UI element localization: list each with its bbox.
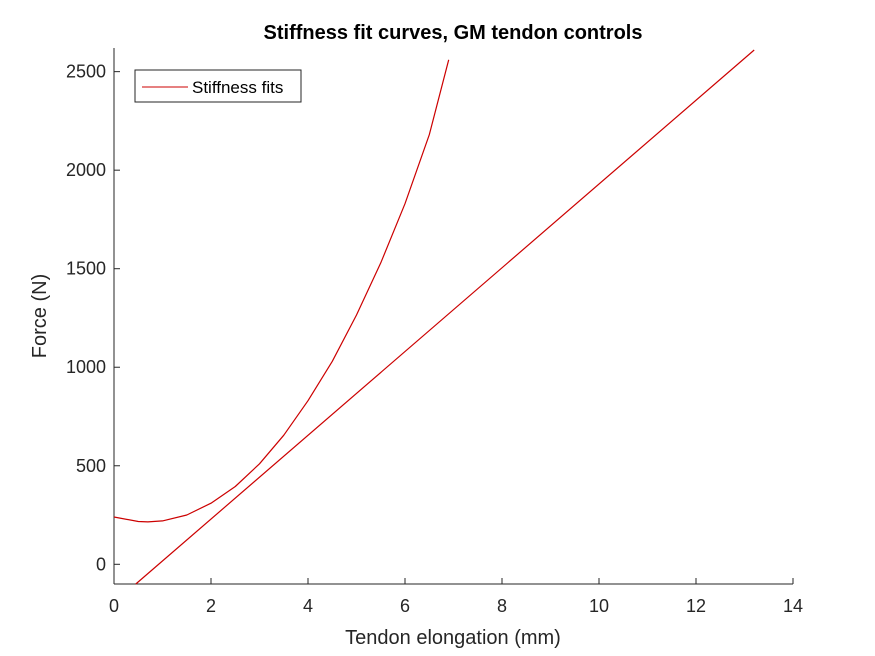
legend-entry: Stiffness fits [192, 78, 283, 97]
x-tick-label: 2 [206, 596, 216, 616]
x-tick-label: 6 [400, 596, 410, 616]
x-tick-label: 12 [686, 596, 706, 616]
y-ticks: 0 500 1000 1500 2000 2500 [66, 62, 120, 574]
y-tick-label: 1000 [66, 357, 106, 377]
x-ticks: 0 2 4 6 8 10 12 14 [109, 578, 803, 616]
y-tick-label: 2500 [66, 62, 106, 82]
x-tick-label: 4 [303, 596, 313, 616]
series-group [113, 49, 755, 585]
y-tick-label: 2000 [66, 160, 106, 180]
x-tick-label: 0 [109, 596, 119, 616]
y-tick-label: 1500 [66, 259, 106, 279]
x-tick-label: 10 [589, 596, 609, 616]
y-axis-label: Force (N) [29, 274, 51, 358]
y-tick-label: 0 [96, 554, 106, 574]
legend-box [134, 69, 302, 103]
series-line-1 [113, 59, 450, 523]
x-tick-label: 14 [783, 596, 803, 616]
x-axis-label: Tendon elongation (mm) [345, 627, 561, 649]
chart-title: Stiffness fit curves, GM tendon controls [264, 22, 643, 44]
legend: Stiffness fits [134, 69, 302, 103]
axes [113, 48, 793, 585]
x-tick-label: 8 [497, 596, 507, 616]
series-line-2 [135, 49, 755, 585]
y-tick-label: 500 [76, 456, 106, 476]
